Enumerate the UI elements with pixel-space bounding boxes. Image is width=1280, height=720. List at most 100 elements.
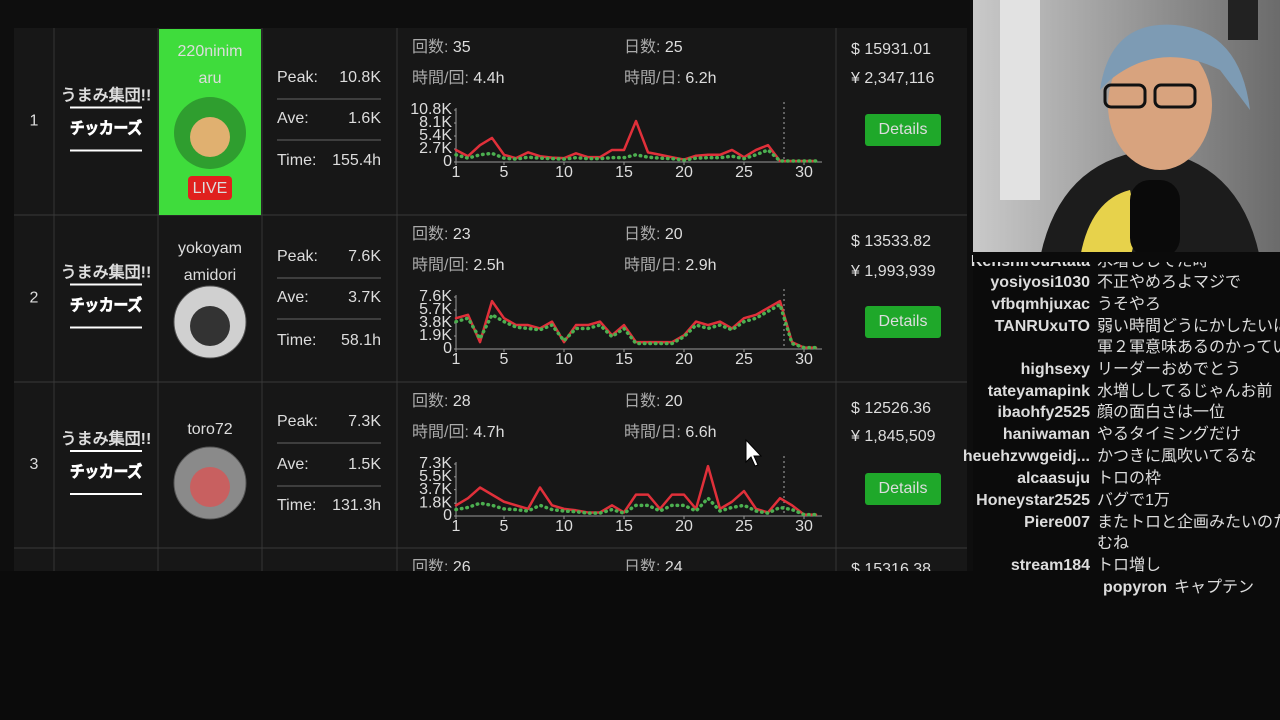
y-tick-label: 5.4K	[419, 127, 452, 144]
chat-message: うそやろ	[1097, 295, 1161, 313]
usd: $ 12526.36	[851, 400, 931, 417]
y-tick-label: 10.8K	[410, 101, 452, 118]
logo-top: うまみ集団!!	[61, 429, 152, 448]
x-tick-label: 10	[555, 518, 573, 535]
chat-user: Honeystar2525	[976, 492, 1090, 509]
chat-user: heuehzvwgeidj...	[963, 448, 1090, 465]
stat-label: 回数:	[412, 225, 453, 243]
y-tick-label: 5.5K	[419, 468, 452, 485]
y-tick-label: 3.7K	[419, 481, 452, 498]
ave-label: Ave:	[277, 110, 309, 127]
chat-message: バグで1万	[1097, 491, 1170, 509]
logo-main: チッカーズ	[70, 462, 142, 481]
x-tick-label: 15	[615, 164, 633, 181]
peak-label: Peak:	[277, 69, 318, 86]
peak-label: Peak:	[277, 413, 318, 430]
chat-message: やるタイミングだけ	[1097, 425, 1241, 443]
stat-value: 20	[665, 393, 683, 410]
stat: 回数: 23	[412, 225, 471, 243]
time-label: Time:	[277, 332, 316, 349]
stat-label: 時間/日:	[624, 256, 685, 274]
series-line	[454, 148, 818, 163]
jpy: ¥ 1,993,939	[850, 263, 936, 280]
x-tick-label: 20	[675, 164, 693, 181]
webcam	[973, 0, 1280, 258]
peak-value: 7.6K	[348, 248, 381, 265]
stat-label: 時間/回:	[412, 423, 473, 441]
chat-user: popyron	[1103, 579, 1167, 596]
x-tick-label: 5	[500, 351, 509, 368]
ave-value: 1.5K	[348, 456, 381, 473]
stat-label: 回数:	[412, 38, 453, 56]
streamer-name: amidori	[184, 267, 236, 284]
stat-value: 4.4h	[473, 70, 504, 87]
x-tick-label: 20	[675, 351, 693, 368]
chat-message: トロ増し	[1097, 556, 1161, 574]
y-tick-label: 5.7K	[419, 301, 452, 318]
stat: 回数: 28	[412, 392, 471, 410]
x-tick-label: 15	[615, 351, 633, 368]
details-button[interactable]	[865, 114, 941, 146]
stat-value: 20	[665, 226, 683, 243]
row: 1 うまみ集団!! チッカーズ 220ninim aru LIVE Peak: 10.8K Av…	[30, 29, 941, 215]
peak-value: 7.3K	[348, 413, 381, 430]
chat-message: トロの枠	[1097, 469, 1161, 487]
x-tick-label: 20	[675, 518, 693, 535]
peak-value: 10.8K	[339, 69, 381, 86]
stat: 時間/回: 2.5h	[412, 256, 504, 274]
x-tick-label: 1	[452, 518, 461, 535]
y-tick-label: 1.9K	[419, 327, 452, 344]
stat-value: 23	[453, 226, 471, 243]
jpy: ¥ 2,347,116	[850, 70, 934, 87]
row: 回数: 26 日数: 24 $ 15316.38	[412, 558, 931, 578]
avatar-face	[190, 306, 230, 346]
x-tick-label: 1	[452, 351, 461, 368]
stat-value: 28	[453, 393, 471, 410]
chat-user: yosiyosi1030	[990, 274, 1090, 291]
peak-label: Peak:	[277, 248, 318, 265]
cursor	[745, 438, 763, 467]
live-badge	[188, 176, 232, 200]
details-button[interactable]	[865, 306, 941, 338]
stat-label: 日数:	[624, 558, 665, 576]
chat-message: 顔の面白さは一位	[1097, 403, 1225, 421]
usd: $ 13533.82	[851, 233, 931, 250]
chat-user: Piere007	[1024, 514, 1090, 531]
ave-label: Ave:	[277, 456, 309, 473]
y-tick-label: 1.8K	[419, 494, 452, 511]
stat-label: 回数:	[412, 392, 453, 410]
usd: $ 15316.38	[851, 561, 931, 578]
logo-top: うまみ集団!!	[61, 86, 152, 105]
x-tick-label: 10	[555, 351, 573, 368]
stat-label: 時間/回:	[412, 69, 473, 87]
x-tick-label: 30	[795, 518, 813, 535]
x-tick-label: 5	[500, 518, 509, 535]
y-tick-label: 0	[443, 507, 452, 524]
details-button[interactable]	[865, 473, 941, 505]
stat: 時間/日: 6.6h	[624, 423, 716, 441]
time-label: Time:	[277, 497, 316, 514]
stat-label: 時間/回:	[412, 256, 473, 274]
streamer-name: toro72	[187, 421, 232, 438]
avatar-face	[190, 467, 230, 507]
logo-top: うまみ集団!!	[61, 263, 152, 282]
y-tick-label: 0	[443, 340, 452, 357]
stat-value: 26	[453, 559, 471, 576]
jpy: ¥ 1,845,509	[850, 428, 936, 445]
y-tick-label: 8.1K	[419, 114, 452, 131]
chat: KenshirouAtata水増ししてた時yosiyosi1030不正やめろよマ…	[963, 252, 1280, 596]
ave-value: 3.7K	[348, 289, 381, 306]
chat-user: vfbqmhjuxac	[991, 296, 1090, 313]
chat-message: またトロと企画みたいのたの	[1097, 513, 1280, 531]
rank: 1	[30, 113, 39, 130]
series-line	[454, 464, 818, 516]
chat-user: TANRUxuTO	[995, 318, 1090, 335]
details-label: Details	[879, 121, 928, 138]
logo-main: チッカーズ	[70, 119, 142, 138]
stat: 日数: 25	[624, 38, 683, 56]
stat-label: 日数:	[624, 225, 665, 243]
x-tick-label: 10	[555, 164, 573, 181]
y-tick-label: 0	[443, 153, 452, 170]
x-tick-label: 30	[795, 164, 813, 181]
